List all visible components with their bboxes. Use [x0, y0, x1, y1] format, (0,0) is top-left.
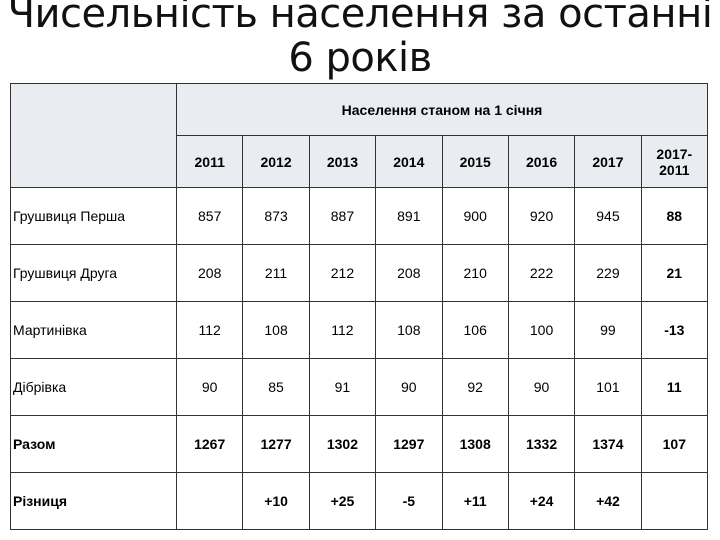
table-cell: 92: [441, 358, 509, 416]
table-cell: 112: [175, 301, 244, 359]
table-cell: 21: [640, 244, 709, 302]
year-header: 2014: [375, 135, 443, 188]
table-cell: +24: [507, 472, 576, 530]
table-cell: 208: [375, 244, 443, 302]
table-row: Грушвиця Перша 857 873 887 891 900 920 945 88: [10, 187, 709, 245]
table-cell: +25: [308, 472, 377, 530]
table-cell: 211: [242, 244, 310, 302]
year-header: 2013: [308, 135, 377, 188]
table-cell: 857: [175, 187, 244, 245]
table-cell: 108: [375, 301, 443, 359]
table-cell: 210: [441, 244, 509, 302]
table-cell: 85: [242, 358, 310, 416]
table-cell: 212: [308, 244, 377, 302]
year-header: 2015: [441, 135, 509, 188]
table-cell: 1267: [175, 415, 244, 473]
row-label: Грушвиця Перша: [10, 187, 177, 245]
table-cell: 1302: [308, 415, 377, 473]
table-cell: 229: [574, 244, 642, 302]
table-cell: 101: [574, 358, 642, 416]
year-header: 2017: [574, 135, 642, 188]
table-cell: 108: [242, 301, 310, 359]
table-cell: 90: [375, 358, 443, 416]
row-label: Дібрівка: [10, 358, 177, 416]
table-row: Грушвиця Друга 208 211 212 208 210 222 229 21: [10, 244, 709, 302]
year-header: 2012: [242, 135, 310, 188]
table-cell: -13: [640, 301, 709, 359]
table-cell: 873: [242, 187, 310, 245]
year-header: 2016: [507, 135, 576, 188]
table-cell: 88: [640, 187, 709, 245]
table-row: Разом 1267 1277 1302 1297 1308 1332 1374 107: [10, 415, 709, 473]
table-cell: +42: [574, 472, 642, 530]
table-cell: 99: [574, 301, 642, 359]
table-cell: 208: [175, 244, 244, 302]
row-label: Мартинівка: [10, 301, 177, 359]
row-label: Різниця: [10, 472, 177, 530]
table-cell: 1332: [507, 415, 576, 473]
row-label: Грушвиця Друга: [10, 244, 177, 302]
table-cell: 900: [441, 187, 509, 245]
table-cell: 106: [441, 301, 509, 359]
table-cell: 90: [507, 358, 576, 416]
table-cell: 1277: [242, 415, 310, 473]
table-cell: [640, 472, 709, 530]
population-table: Населення станом на 1 січня 2011 2012 2013…: [10, 83, 709, 530]
slide-title: Чисельність населення за останні 6 років: [7, 0, 713, 81]
table-cell: 945: [574, 187, 642, 245]
table-row: Мартинівка 112 108 112 108 106 100 99 -13: [10, 301, 709, 359]
year-header: 2017-2011: [640, 135, 709, 188]
table-cell: 100: [507, 301, 576, 359]
table-cell: 11: [640, 358, 709, 416]
row-label: Разом: [10, 415, 177, 473]
year-header: 2011: [175, 135, 244, 188]
table-row: Різниця +10 +25 -5 +11 +24 +42: [10, 472, 709, 530]
table-cell: 887: [308, 187, 377, 245]
table-cell: 1297: [375, 415, 443, 473]
table-cell: -5: [375, 472, 443, 530]
table-cell: 891: [375, 187, 443, 245]
table-cell: 112: [308, 301, 377, 359]
table-cell: 222: [507, 244, 576, 302]
table-cell: 107: [640, 415, 709, 473]
table-cell: [175, 472, 244, 530]
table-cell: +11: [441, 472, 509, 530]
group-header: Населення станом на 1 січня: [176, 83, 708, 136]
table-cell: 1308: [441, 415, 509, 473]
corner-cell: [10, 83, 177, 188]
table-row: Дібрівка 90 85 91 90 92 90 101 11: [10, 358, 709, 416]
table-cell: 1374: [574, 415, 642, 473]
table-cell: 90: [175, 358, 244, 416]
table-cell: 91: [308, 358, 377, 416]
table-cell: 920: [507, 187, 576, 245]
table-cell: +10: [242, 472, 310, 530]
